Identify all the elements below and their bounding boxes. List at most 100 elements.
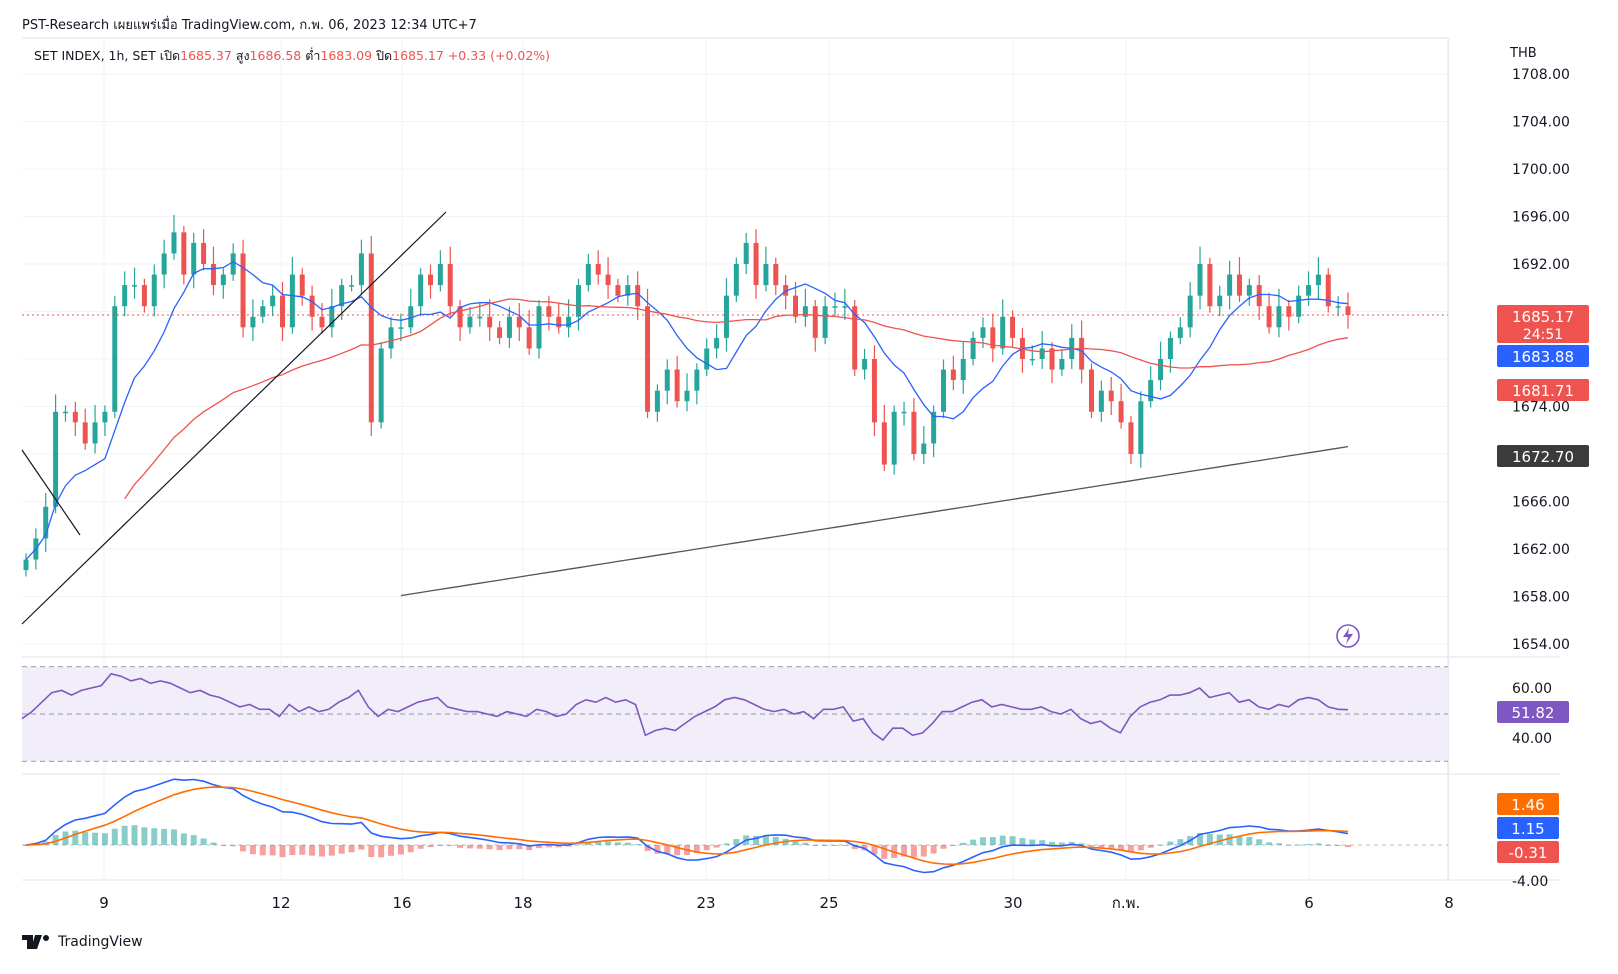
macd-histogram-bar [397, 845, 404, 855]
candle-body [871, 359, 877, 423]
candle-body [704, 348, 710, 370]
macd-histogram-bar [111, 828, 118, 845]
price-label-last [1497, 305, 1589, 343]
candle-body [1167, 337, 1173, 359]
rsi-value-label [1497, 701, 1569, 723]
symbol-legend: SET INDEX, 1h, SET เปิด1685.37 สูง1686.5… [34, 46, 550, 66]
candle-body [763, 264, 769, 286]
macd-histogram-bar [1325, 844, 1332, 846]
rsi-value-text: 51.82 [1512, 704, 1555, 722]
macd-histogram-bar [1137, 845, 1144, 851]
candle-body [832, 306, 838, 308]
candle-body [349, 285, 355, 287]
macd-histogram-bar [407, 845, 414, 853]
time-axis[interactable]: 9 12 16 18 23 25 30 ก.พ. 6 8 [99, 894, 1454, 912]
price-tick-label: 1704.00 [1512, 115, 1570, 131]
open-label: เปิด [159, 48, 181, 63]
macd-histogram-bar [841, 845, 848, 846]
macd-histogram-bar [417, 845, 424, 849]
macd-histogram-bar [762, 835, 769, 845]
candle-body [92, 422, 98, 444]
candle-body [1059, 359, 1065, 370]
macd-histogram-bar [1127, 845, 1134, 853]
macd-histogram-bar [259, 845, 266, 856]
time-tick-label: 23 [696, 894, 715, 912]
macd-histogram-bar [733, 839, 740, 845]
candle-body [368, 253, 374, 423]
macd-histogram-bar [812, 845, 819, 846]
symbol-name[interactable]: SET INDEX, 1h, SET [34, 48, 156, 63]
candle-body [625, 285, 631, 296]
macd-histogram-bar [1216, 834, 1223, 845]
candle-body [270, 295, 276, 307]
macd-histogram-bar [1058, 842, 1065, 845]
candle-body [664, 369, 670, 391]
candle-body [1108, 390, 1114, 402]
macd-histogram-bar [802, 842, 809, 845]
time-tick-label: 12 [271, 894, 290, 912]
ma-slow-line [400, 445, 1349, 597]
macd-histogram-bar [1256, 839, 1263, 845]
macd-histogram-bar [1068, 841, 1075, 845]
candle-body [516, 316, 522, 328]
macd-histogram-bar [1315, 843, 1322, 845]
macd-histogram-bar [131, 825, 138, 845]
candle-body [112, 306, 118, 412]
candle-body [556, 316, 562, 328]
price-tick-label: 1696.00 [1512, 210, 1570, 226]
macd-histogram-bar [23, 845, 29, 846]
candle-body [1315, 274, 1321, 286]
close-value: 1685.17 [392, 48, 444, 63]
macd-histogram-bar [92, 832, 99, 845]
macd-label-macd [1497, 817, 1559, 839]
candle-body [240, 253, 246, 328]
macd-panel[interactable] [22, 778, 1448, 874]
macd-histogram-bar [1305, 844, 1312, 846]
macd-histogram-bar [141, 827, 148, 845]
price-tick-label: 1658.00 [1512, 590, 1570, 606]
rsi-panel[interactable] [21, 666, 1448, 762]
macd-histogram-bar [1295, 844, 1302, 846]
candle-body [822, 306, 828, 338]
candle-body [595, 264, 601, 275]
candle-body [53, 411, 59, 507]
macd-histogram-bar [930, 845, 937, 854]
price-label-text: 1685.17 [1512, 308, 1574, 326]
candle-body [911, 411, 917, 454]
candle-body [408, 306, 414, 328]
candle-body [723, 295, 729, 338]
price-panel[interactable] [21, 211, 1448, 648]
low-value: 1683.09 [320, 48, 373, 63]
macd-histogram-bar [309, 845, 316, 856]
macd-histogram-bar [1049, 841, 1056, 845]
candle-body [487, 316, 493, 328]
candle-body [358, 253, 364, 286]
tradingview-footer[interactable]: TradingView [22, 934, 143, 950]
candle-body [674, 369, 680, 402]
candle-body [881, 422, 887, 465]
candle-body [1187, 295, 1193, 328]
price-tick-label: 1674.00 [1512, 400, 1570, 416]
candle-body [862, 359, 868, 370]
macd-label-text: -0.31 [1509, 844, 1548, 862]
macd-histogram-bar [1197, 832, 1204, 845]
candle-body [457, 306, 463, 328]
macd-histogram-bar [496, 845, 503, 851]
currency-label[interactable]: THB [1510, 46, 1537, 61]
macd-histogram-bar [72, 830, 79, 845]
candle-body [398, 327, 404, 329]
candle-body [536, 306, 542, 349]
macd-histogram-bar [979, 837, 986, 845]
macd-histogram-bar [871, 845, 878, 855]
high-label: สูง [235, 48, 250, 63]
macd-histogram-bar [654, 845, 661, 854]
macd-histogram-bar [52, 835, 59, 845]
macd-histogram-bar [999, 835, 1006, 845]
macd-histogram-bar [1266, 842, 1273, 845]
macd-histogram-bar [1236, 835, 1243, 845]
macd-histogram-bar [269, 845, 276, 856]
macd-histogram-bar [950, 845, 957, 846]
macd-histogram-bar [170, 829, 177, 845]
candle-body [931, 411, 937, 444]
macd-histogram-bar [526, 845, 533, 851]
